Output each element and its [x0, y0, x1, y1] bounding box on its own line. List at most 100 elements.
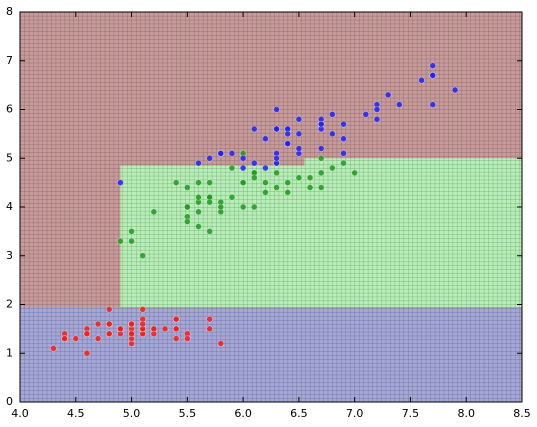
- point: [429, 62, 437, 69]
- point: [395, 101, 403, 108]
- point: [206, 315, 213, 323]
- y-tick-label: 2: [6, 298, 13, 311]
- point: [273, 106, 280, 113]
- point: [273, 125, 280, 133]
- point: [83, 330, 91, 338]
- point: [329, 164, 336, 172]
- point: [262, 189, 269, 196]
- point: [273, 154, 280, 162]
- point: [139, 306, 147, 313]
- x-tick-label: 4.0: [11, 407, 29, 420]
- point: [306, 184, 314, 191]
- point: [128, 237, 135, 245]
- point: [262, 179, 269, 186]
- y-tick-label: 1: [6, 346, 13, 359]
- point: [250, 159, 258, 167]
- point: [284, 140, 292, 147]
- point: [206, 325, 213, 333]
- point: [228, 150, 236, 157]
- point: [172, 315, 180, 323]
- point: [295, 115, 303, 123]
- point: [295, 145, 303, 152]
- x-tick-label: 5.5: [179, 407, 197, 420]
- x-tick-label: 6.0: [234, 407, 252, 420]
- point: [117, 325, 124, 333]
- point: [139, 252, 147, 260]
- x-tick-label: 8.0: [457, 407, 475, 420]
- point: [195, 159, 202, 167]
- point: [172, 335, 180, 342]
- point: [195, 179, 202, 186]
- point: [61, 335, 68, 342]
- point: [94, 335, 102, 342]
- point: [284, 189, 292, 196]
- point: [206, 198, 213, 206]
- point: [50, 345, 57, 352]
- x-tick-label: 4.5: [67, 407, 85, 420]
- point: [128, 330, 135, 338]
- y-tick-label: 8: [6, 5, 13, 18]
- point: [317, 169, 325, 177]
- y-tick-label: 0: [6, 395, 13, 408]
- point: [72, 335, 80, 342]
- point: [429, 72, 437, 79]
- x-tick-label: 7.5: [402, 407, 420, 420]
- point: [362, 111, 370, 118]
- point: [273, 184, 280, 191]
- point: [239, 154, 247, 162]
- point: [128, 228, 135, 235]
- y-tick-label: 4: [6, 200, 13, 213]
- y-tick-label: 6: [6, 103, 13, 116]
- y-tick-label: 7: [6, 54, 13, 67]
- point: [195, 208, 202, 216]
- point: [329, 111, 336, 118]
- point: [184, 203, 191, 211]
- point: [184, 335, 191, 342]
- point: [418, 76, 425, 84]
- point: [195, 193, 202, 201]
- point: [172, 179, 180, 186]
- point: [384, 91, 392, 99]
- point: [150, 325, 158, 333]
- point: [206, 154, 213, 162]
- point: [373, 115, 381, 123]
- x-tick-label: 7.0: [346, 407, 364, 420]
- point: [83, 349, 91, 357]
- point: [284, 179, 292, 186]
- point: [429, 101, 437, 108]
- point: [306, 174, 314, 182]
- point: [228, 164, 236, 172]
- point: [172, 325, 180, 333]
- point: [217, 150, 225, 157]
- point: [228, 193, 236, 201]
- point: [351, 169, 358, 177]
- point: [105, 330, 113, 338]
- point: [295, 174, 303, 182]
- point: [329, 130, 336, 138]
- point: [373, 106, 381, 113]
- point: [239, 179, 247, 186]
- point: [250, 203, 258, 211]
- point: [206, 179, 213, 186]
- point: [250, 125, 258, 133]
- point: [94, 320, 102, 328]
- point: [250, 174, 258, 182]
- point: [262, 135, 269, 143]
- y-tick-label: 3: [6, 249, 13, 262]
- point: [317, 184, 325, 191]
- point: [340, 159, 347, 167]
- point: [284, 130, 292, 138]
- point: [451, 86, 459, 94]
- mesh-grid: [20, 12, 522, 402]
- point: [239, 164, 247, 172]
- point: [184, 218, 191, 225]
- point: [340, 150, 347, 157]
- point: [239, 203, 247, 211]
- point: [117, 237, 124, 245]
- point: [340, 135, 347, 143]
- point: [217, 340, 225, 347]
- point: [206, 228, 213, 235]
- y-tick-label: 5: [6, 151, 13, 164]
- x-tick-label: 5.0: [123, 407, 141, 420]
- point: [128, 320, 135, 328]
